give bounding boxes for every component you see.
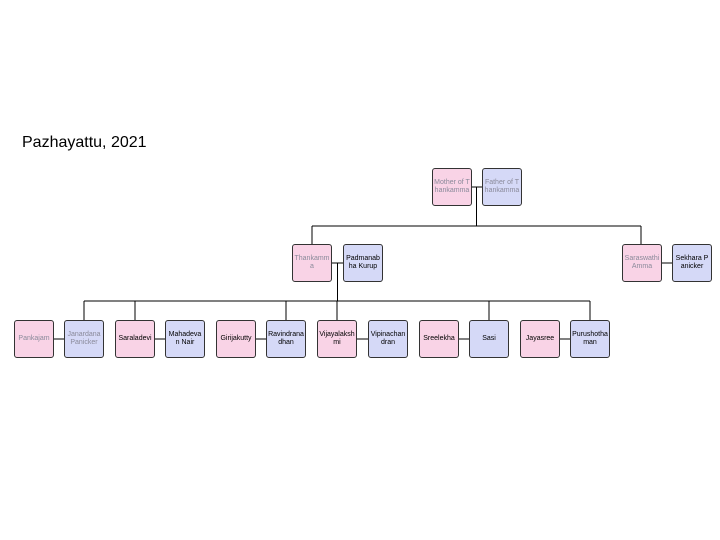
title: Pazhayattu, 2021 (22, 134, 147, 151)
person-node: Vipinachandran (368, 320, 408, 358)
person-node: Saraladevi (115, 320, 155, 358)
person-node: Jayasree (520, 320, 560, 358)
person-node: Thankamma (292, 244, 332, 282)
person-node: Purushothaman (570, 320, 610, 358)
person-node: Mahadevan Nair (165, 320, 205, 358)
person-node: Mother of Thankamma (432, 168, 472, 206)
person-node: Saraswathi Amma (622, 244, 662, 282)
person-node: Janardana Panicker (64, 320, 104, 358)
person-node: Sekhara Panicker (672, 244, 712, 282)
person-node: Father of Thankamma (482, 168, 522, 206)
person-node: Padmanabha Kurup (343, 244, 383, 282)
person-node: Ravindranadhan (266, 320, 306, 358)
person-node: Sreelekha (419, 320, 459, 358)
person-node: Girijakutty (216, 320, 256, 358)
person-node: Sasi (469, 320, 509, 358)
person-node: Vijayalakshmi (317, 320, 357, 358)
person-node: Pankajam (14, 320, 54, 358)
